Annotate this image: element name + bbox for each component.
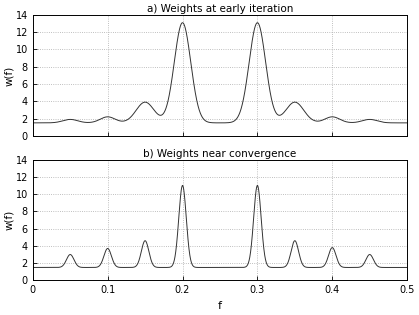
Y-axis label: w(f): w(f) [4,210,14,230]
Title: b) Weights near convergence: b) Weights near convergence [143,149,297,159]
Title: a) Weights at early iteration: a) Weights at early iteration [147,4,293,14]
Y-axis label: w(f): w(f) [4,65,14,85]
X-axis label: f: f [218,301,222,311]
